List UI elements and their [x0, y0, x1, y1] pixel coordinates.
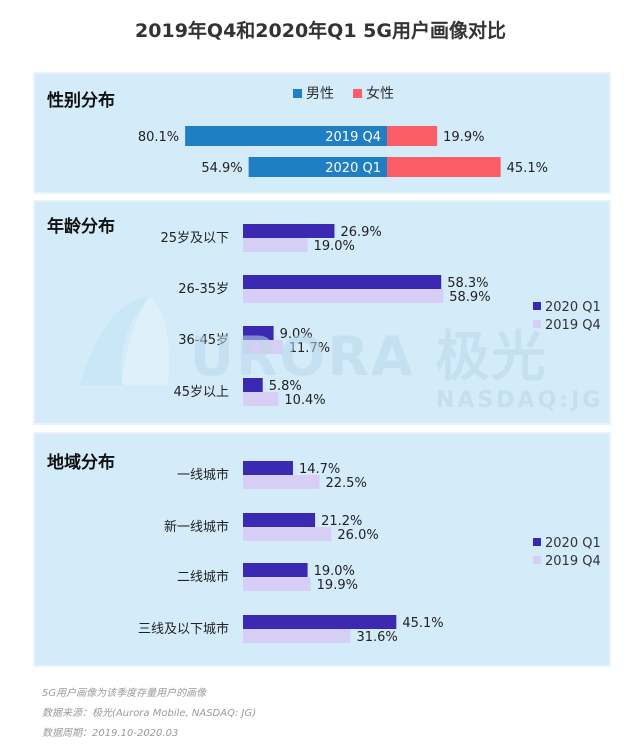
gender-panel-title: 性别分布: [47, 91, 115, 111]
legend-swatch-male: [293, 89, 302, 98]
age-data-label: 26.9%: [340, 225, 381, 240]
footer-period: 数据周期：2019.10-2020.03: [42, 728, 179, 739]
bar-female: [387, 157, 501, 177]
region-bar-2020q1: [243, 563, 308, 577]
category-label: 2019 Q4: [325, 130, 381, 145]
region-legend-swatch-2020q1: [533, 538, 541, 546]
region-category-label: 二线城市: [177, 569, 229, 585]
age-legend-label-2020q1: 2020 Q1: [545, 300, 601, 315]
age-data-label: 58.3%: [447, 276, 488, 291]
region-bar-2019q4: [243, 577, 311, 591]
region-bar-2020q1: [243, 513, 316, 527]
age-bar-2019q4: [243, 392, 279, 406]
watermark-brand: URORA 极光: [190, 325, 548, 388]
watermark-sub: NASDAQ:JG: [436, 388, 604, 413]
age-data-label: 19.0%: [314, 239, 355, 254]
data-label-male: 80.1%: [138, 130, 179, 145]
region-bar-2020q1: [243, 615, 397, 629]
region-bar-2019q4: [243, 527, 332, 541]
age-chart: 25岁及以下 26.9%19.0% 26-35岁 58.3%58.9% 36-45岁 9.…: [160, 224, 601, 408]
chart-title: 2019年Q4和2020年Q1 5G用户画像对比: [135, 20, 506, 42]
age-category-label: 26-35岁: [178, 282, 229, 297]
bar-male: [185, 126, 387, 146]
region-category-label: 三线及以下城市: [138, 621, 229, 637]
age-data-label: 10.4%: [284, 393, 325, 408]
region-data-label: 22.5%: [326, 476, 367, 491]
region-data-label: 45.1%: [402, 616, 443, 631]
region-bar-2019q4: [243, 629, 351, 643]
age-bar-2020q1: [243, 326, 274, 340]
gender-chart: 男性 女性 2019 Q4 80.1% 19.9% 2020 Q1 54.9% 45.1%: [138, 85, 548, 177]
region-chart: 一线城市 14.7%22.5% 新一线城市 21.2%26.0% 二线城市 19.0%19…: [138, 461, 601, 645]
region-bar-2019q4: [243, 475, 320, 489]
data-label-female: 19.9%: [443, 130, 484, 145]
bar-female: [387, 126, 438, 146]
age-data-label: 5.8%: [269, 379, 302, 394]
age-bar-2020q1: [243, 378, 263, 392]
region-panel-title: 地域分布: [47, 453, 115, 473]
bar-male: [248, 157, 387, 177]
footer-note: 5G用户画像为该季度存量用户的画像: [42, 688, 207, 699]
legend-swatch-female: [353, 89, 362, 98]
age-legend-swatch-2020q1: [533, 302, 541, 310]
region-data-label: 31.6%: [356, 630, 397, 645]
category-label: 2020 Q1: [325, 161, 381, 176]
age-bar-2019q4: [243, 238, 308, 252]
region-data-label: 26.0%: [337, 528, 378, 543]
age-data-label: 58.9%: [449, 290, 490, 305]
age-legend-swatch-2019q4: [533, 320, 541, 328]
age-data-label: 11.7%: [289, 341, 330, 356]
age-bar-2019q4: [243, 340, 283, 354]
age-bar-2019q4: [243, 289, 444, 303]
gender-panel: 性别分布 男性 女性 2019 Q4 80.1% 19.9% 2020 Q1 54.9% 45…: [33, 72, 611, 194]
region-legend-label-2019q4: 2019 Q4: [545, 554, 601, 569]
age-category-label: 36-45岁: [178, 333, 229, 348]
age-category-label: 25岁及以下: [160, 231, 229, 246]
region-data-label: 19.9%: [317, 578, 358, 593]
data-label-male: 54.9%: [201, 161, 242, 176]
age-category-label: 45岁以上: [173, 385, 229, 400]
region-panel: 地域分布 一线城市 14.7% 22.5% 新一线城市 21.2% 26.0% 二线城市 19…: [33, 432, 611, 667]
age-bar-2020q1: [243, 275, 442, 289]
region-data-label: 19.0%: [314, 564, 355, 579]
region-data-label: 21.2%: [321, 514, 362, 529]
region-legend-swatch-2019q4: [533, 556, 541, 564]
footer-source: 数据来源：极光(Aurora Mobile, NASDAQ: JG): [42, 708, 257, 719]
age-legend-label-2019q4: 2019 Q4: [545, 318, 601, 333]
region-category-label: 新一线城市: [164, 519, 229, 535]
data-label-female: 45.1%: [507, 161, 548, 176]
legend-label-female: 女性: [366, 85, 394, 102]
region-legend-label-2020q1: 2020 Q1: [545, 536, 601, 551]
region-bar-2020q1: [243, 461, 293, 475]
legend-label-male: 男性: [306, 86, 334, 102]
region-category-label: 一线城市: [177, 467, 229, 483]
age-data-label: 9.0%: [280, 327, 313, 342]
age-panel-title: 年龄分布: [47, 217, 115, 237]
region-data-label: 14.7%: [299, 462, 340, 477]
age-bar-2020q1: [243, 224, 335, 238]
